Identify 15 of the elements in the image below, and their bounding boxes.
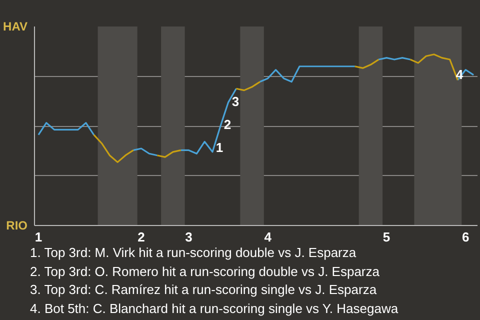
text: RIO (6, 218, 28, 232)
annotation: 2 (224, 117, 232, 132)
text: HAV (3, 20, 28, 34)
annotation: 3 (232, 94, 240, 109)
text: 4. Bot 5th: C. Blanchard hit a run-scoring single vs Y. Hasegawa (30, 300, 398, 316)
text: 2. Top 3rd: O. Romero hit a run-scoring double vs J. Esparza (30, 264, 380, 278)
text: 1. Top 3rd: M. Virk hit a run-scoring double vs J. Esparza (30, 245, 356, 260)
x-tick-label: 4 (264, 230, 272, 244)
x-tick-label: 5 (382, 230, 390, 244)
text: 3. Top 3rd: C. Ramírez hit a run-scoring single vs J. Esparza (30, 282, 377, 297)
annotation: 1 (216, 140, 224, 155)
x-tick-label: 3 (185, 230, 192, 244)
x-tick-label: 2 (138, 230, 145, 244)
x-tick-label: 6 (462, 230, 470, 244)
x-tick-label: 1 (34, 230, 42, 244)
